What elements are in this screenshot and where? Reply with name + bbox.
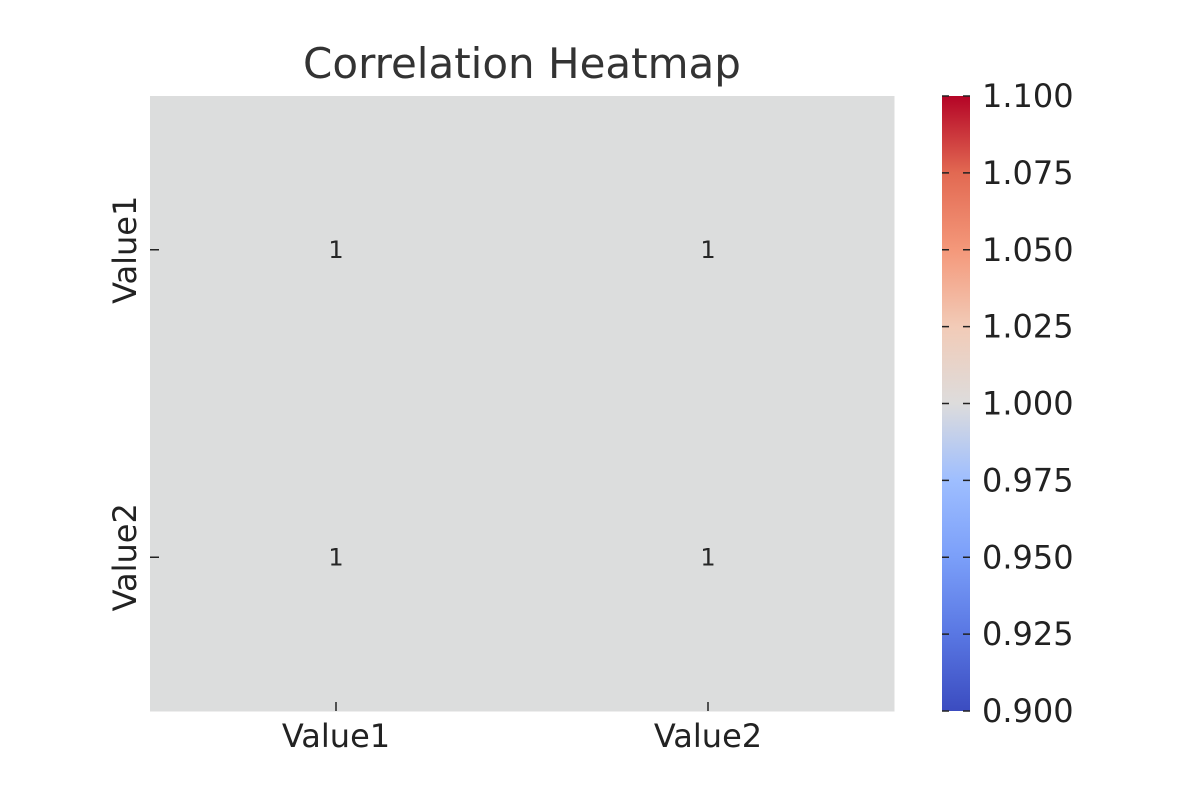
colorbar-tick-label: 1.025 — [982, 308, 1074, 346]
cell-annotation: 1 — [700, 236, 715, 264]
chart-title: Correlation Heatmap — [303, 39, 741, 88]
cell-annotation: 1 — [700, 543, 715, 571]
y-tick-label: Value1 — [106, 196, 144, 304]
colorbar-tick-label: 1.075 — [982, 154, 1074, 192]
colorbar-tick-label: 0.950 — [982, 538, 1074, 576]
cell-annotation: 1 — [328, 543, 343, 571]
colorbar-tick-label: 1.100 — [982, 77, 1074, 115]
colorbar-tick-label: 0.900 — [982, 692, 1074, 730]
heatmap-cells — [150, 96, 895, 712]
heatmap-cell — [150, 403, 523, 712]
heatmap-cell — [150, 96, 523, 404]
colorbar-axis: 0.900 0.925 0.950 0.975 1.000 1.025 1.050 1.075… — [942, 77, 1074, 730]
colorbar-tick-label: 0.925 — [982, 615, 1074, 653]
y-tick-label: Value2 — [106, 503, 144, 611]
x-tick-label: Value1 — [282, 717, 390, 755]
heatmap-cell — [522, 96, 895, 404]
colorbar-tick-label: 1.000 — [982, 385, 1074, 423]
y-axis: Value1 Value2 — [106, 196, 159, 611]
colorbar-tick-label: 0.975 — [982, 461, 1074, 499]
cell-annotation: 1 — [328, 236, 343, 264]
cell-annotations: 1 1 1 1 — [328, 236, 715, 572]
colorbar-tick-label: 1.050 — [982, 231, 1074, 269]
heatmap-cell — [522, 403, 895, 712]
x-tick-label: Value2 — [654, 717, 762, 755]
x-axis: Value1 Value2 — [282, 702, 762, 755]
